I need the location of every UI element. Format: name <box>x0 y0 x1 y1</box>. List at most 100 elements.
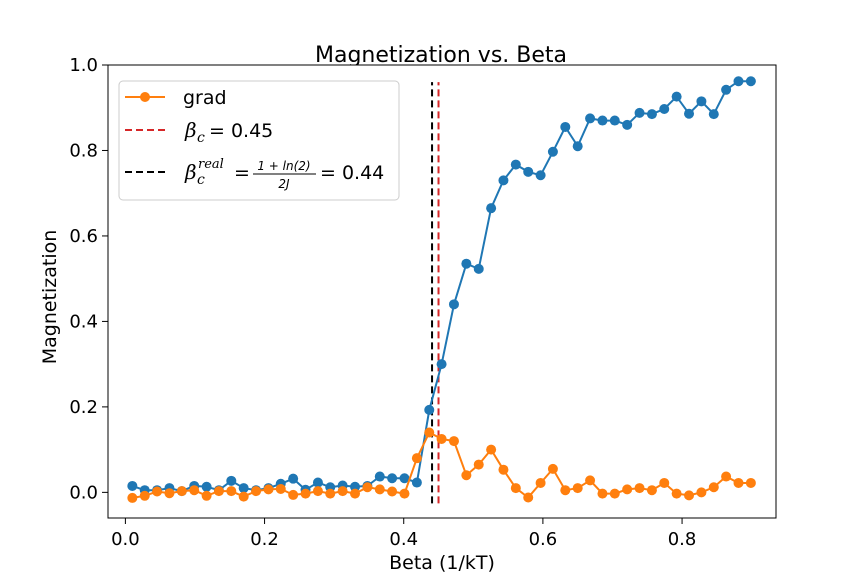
data-point-magnetization <box>523 166 534 177</box>
legend-beta-real-value: = 0.44 <box>320 162 384 184</box>
data-point-grad <box>634 483 645 494</box>
data-point-grad <box>263 484 274 495</box>
data-point-grad <box>597 488 608 499</box>
legend-beta-real-symbol: β <box>184 160 197 184</box>
data-point-grad <box>436 433 447 444</box>
data-point-grad <box>238 491 249 502</box>
data-point-grad <box>424 427 435 438</box>
y-axis-label: Magnetization <box>39 230 61 365</box>
data-point-magnetization <box>498 175 509 186</box>
data-point-grad <box>350 488 361 499</box>
data-point-grad <box>139 490 150 501</box>
data-point-magnetization <box>486 203 497 214</box>
data-point-grad <box>733 477 744 488</box>
data-point-magnetization <box>708 109 719 120</box>
data-point-grad <box>189 485 200 496</box>
data-point-grad <box>201 490 212 501</box>
legend-beta-c-symbol: β <box>184 118 197 142</box>
legend-beta-real-sub: c <box>197 172 205 188</box>
data-point-grad <box>164 488 175 499</box>
data-point-magnetization <box>127 480 138 491</box>
data-point-magnetization <box>609 115 620 126</box>
data-point-magnetization <box>201 481 212 492</box>
data-point-magnetization <box>350 481 361 492</box>
data-point-grad <box>411 453 422 464</box>
data-point-grad <box>362 482 373 493</box>
data-point-magnetization <box>547 146 558 157</box>
legend-beta-real-num: 1 + ln(2) <box>257 159 310 173</box>
y-tick-label: 0.8 <box>69 140 98 161</box>
data-point-grad <box>721 471 732 482</box>
data-point-grad <box>325 488 336 499</box>
data-point-magnetization <box>473 263 484 274</box>
data-point-magnetization <box>461 258 472 269</box>
data-point-grad <box>176 486 187 497</box>
data-point-magnetization <box>238 483 249 494</box>
legend-beta-c-sub: c <box>197 130 205 146</box>
data-point-grad <box>684 490 695 501</box>
y-tick-label: 0.0 <box>69 482 98 503</box>
data-point-magnetization <box>387 473 398 484</box>
data-point-grad <box>152 486 163 497</box>
data-point-grad <box>609 488 620 499</box>
data-point-grad <box>659 477 670 488</box>
data-point-grad <box>696 487 707 498</box>
data-point-grad <box>646 485 657 496</box>
data-point-magnetization <box>696 96 707 107</box>
data-point-magnetization <box>585 113 596 124</box>
legend-beta-real-sup: real <box>198 157 224 172</box>
plot-frame <box>107 64 777 519</box>
data-point-grad <box>387 486 398 497</box>
data-point-grad <box>671 488 682 499</box>
data-point-grad <box>510 483 521 494</box>
legend-grad-marker <box>140 92 150 102</box>
data-point-magnetization <box>622 119 633 130</box>
data-point-grad <box>585 475 596 486</box>
legend-box <box>118 80 400 201</box>
data-point-grad <box>486 444 497 455</box>
data-point-grad <box>473 459 484 470</box>
data-point-magnetization <box>745 76 756 87</box>
data-point-grad <box>572 483 583 494</box>
data-point-magnetization <box>288 473 299 484</box>
data-point-magnetization <box>374 471 385 482</box>
data-point-grad <box>560 485 571 496</box>
data-point-grad <box>213 486 224 497</box>
data-point-magnetization <box>671 91 682 102</box>
data-point-grad <box>251 486 262 497</box>
data-point-grad <box>288 489 299 500</box>
data-point-magnetization <box>733 76 744 87</box>
data-point-magnetization <box>411 477 422 488</box>
x-axis-label: Beta (1/kT) <box>389 552 495 574</box>
data-point-grad <box>498 464 509 475</box>
data-point-grad <box>622 484 633 495</box>
data-point-magnetization <box>312 477 323 488</box>
x-tick-label: 0.8 <box>668 529 697 550</box>
y-tick-label: 0.6 <box>69 226 98 247</box>
data-point-grad <box>399 488 410 499</box>
data-point-magnetization <box>436 359 447 370</box>
chart-title: Magnetization vs. Beta <box>315 43 567 68</box>
data-point-grad <box>275 483 286 494</box>
data-point-grad <box>374 484 385 495</box>
y-tick-label: 1.0 <box>69 55 98 76</box>
data-point-magnetization <box>572 141 583 152</box>
data-point-grad <box>312 486 323 497</box>
data-point-magnetization <box>399 473 410 484</box>
data-point-magnetization <box>597 115 608 126</box>
axis-ticks: 0.0 0.2 0.4 0.6 0.8 0.0 0.2 0.4 0.6 0.8 1.0 <box>69 55 696 550</box>
y-tick-label: 0.2 <box>69 397 98 418</box>
legend-beta-real-den: 2J <box>278 177 290 191</box>
data-series <box>127 76 756 503</box>
data-point-magnetization <box>510 159 521 170</box>
data-point-magnetization <box>424 404 435 415</box>
data-point-grad <box>708 482 719 493</box>
legend-beta-real-eq: = <box>234 162 250 184</box>
x-tick-label: 0.0 <box>111 529 140 550</box>
data-point-magnetization <box>448 299 459 310</box>
x-tick-label: 0.6 <box>529 529 558 550</box>
data-point-grad <box>448 436 459 447</box>
x-tick-label: 0.2 <box>250 529 279 550</box>
data-point-magnetization <box>535 170 546 181</box>
data-point-grad <box>745 477 756 488</box>
